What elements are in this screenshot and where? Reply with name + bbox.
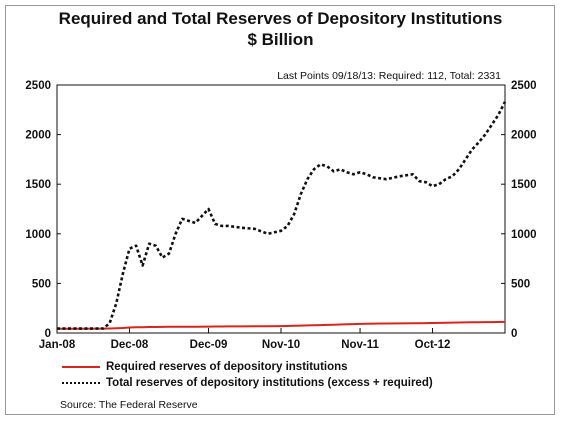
series-line-required — [57, 320, 506, 330]
source-note: Source: The Federal Reserve — [60, 399, 198, 411]
x-tick-label: Nov-11 — [341, 339, 379, 351]
x-tick-label: Dec-08 — [111, 339, 149, 351]
series-line-total — [56, 101, 507, 330]
y-tick-label-right: 1000 — [511, 229, 537, 241]
legend-swatch-required — [62, 365, 100, 368]
x-axis: Jan-08 Dec-08 Dec-09 Nov-10 Nov-11 Oct-12 — [39, 328, 451, 351]
y-tick-label-left: 1000 — [25, 229, 51, 241]
y-tick-label-right: 2500 — [511, 80, 537, 92]
y-tick-label-right: 2000 — [511, 130, 537, 142]
y-tick-label-left: 1500 — [25, 179, 51, 191]
x-tick-label: Jan-08 — [39, 339, 76, 351]
y-tick-label-right: 0 — [511, 328, 517, 340]
x-tick-label: Dec-09 — [190, 339, 228, 351]
y-tick-label-right: 500 — [511, 278, 530, 290]
y-tick-label-left: 0 — [45, 328, 51, 340]
last-points-annotation: Last Points 09/18/13: Required: 112, Tot… — [277, 70, 501, 82]
y-tick-label-left: 2500 — [25, 80, 51, 92]
legend-label-total: Total reserves of depository institution… — [106, 377, 433, 389]
y-axis-right: 0 500 1000 1500 2000 2500 — [501, 80, 537, 340]
legend-label-required: Required reserves of depository institut… — [106, 361, 348, 373]
legend-swatch-total — [62, 381, 100, 384]
chart-subtitle: $ Billion — [247, 30, 314, 49]
y-axis-left: 0 500 1000 1500 2000 2500 — [25, 80, 61, 340]
legend-item-required: Required reserves of depository institut… — [62, 361, 348, 373]
plot-area — [56, 84, 506, 334]
x-tick-label: Nov-10 — [262, 339, 300, 351]
chart-svg: 0 500 1000 1500 2000 2500 0 500 1000 1500 2000 250… — [25, 80, 537, 351]
chart-title: Required and Total Reserves of Depositor… — [58, 9, 503, 28]
legend-item-total: Total reserves of depository institution… — [62, 377, 433, 389]
y-tick-label-left: 500 — [32, 278, 51, 290]
x-tick-label: Oct-12 — [415, 339, 451, 351]
chart-frame — [5, 5, 555, 415]
y-tick-label-left: 2000 — [25, 130, 51, 142]
series-layer — [56, 101, 507, 330]
y-tick-label-right: 1500 — [511, 179, 537, 191]
